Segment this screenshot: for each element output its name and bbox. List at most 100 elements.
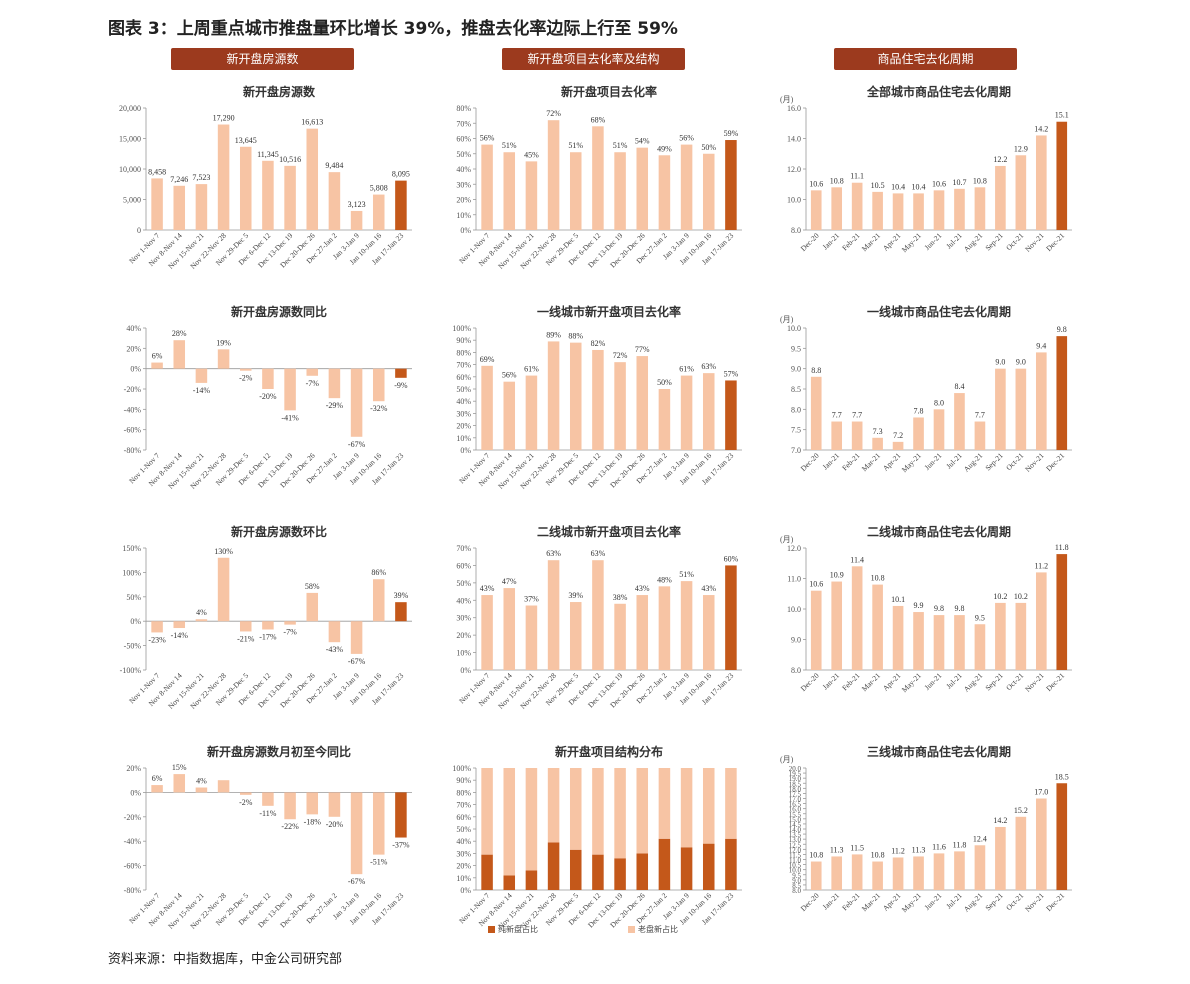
x-tick-label: Dec-21 — [1044, 891, 1066, 913]
x-tick-label: Jan-21 — [821, 671, 842, 692]
x-tick-label: Mar-21 — [860, 451, 882, 473]
data-label: 77% — [635, 345, 650, 354]
data-label: 18.5 — [1055, 772, 1069, 781]
data-label: 63% — [591, 549, 606, 558]
y-tick-label: 12.0 — [789, 846, 802, 854]
y-tick-label: 12.0 — [787, 165, 801, 174]
data-label: -22% — [281, 822, 299, 831]
y-tick-label: 20% — [456, 196, 471, 205]
bar-segment-new — [702, 843, 715, 890]
y-tick-label: 0% — [130, 788, 141, 797]
x-tick-label: May-21 — [900, 671, 923, 694]
chart-tier2-inventory: 二线城市商品住宅去化周期 (月) 8.0 9.0 10.0 11.0 12.0 10.6 10.… — [780, 524, 1072, 694]
y-tick-label: 50% — [456, 150, 471, 159]
data-label: 3,123 — [348, 200, 366, 209]
data-label: 61% — [524, 365, 539, 374]
x-tick-label: Sep-21 — [983, 451, 1005, 473]
data-label: 10.4 — [891, 182, 905, 191]
bar-segment-old — [525, 768, 538, 871]
bar — [395, 602, 407, 622]
chart-new-listings-wow: 新开盘房源数环比 -100% -50% 0% 50% 100% 150% -23% -14% 4%… — [120, 524, 412, 711]
bar — [395, 368, 407, 378]
bar — [810, 590, 822, 670]
legend-swatch — [488, 926, 495, 933]
y-tick-label: 8.5 — [791, 385, 801, 394]
data-label: 11.6 — [932, 842, 946, 851]
data-label: 56% — [480, 134, 495, 143]
y-tick-label: 7.0 — [791, 446, 801, 455]
bar — [395, 792, 407, 838]
data-label: 50% — [701, 143, 716, 152]
y-tick-label: 10.0 — [787, 605, 801, 614]
bar — [913, 856, 924, 890]
data-label: 59% — [724, 129, 739, 138]
y-tick-label: 8.0 — [791, 666, 801, 675]
bar — [173, 185, 186, 230]
bar — [151, 178, 163, 230]
bar — [350, 792, 363, 875]
bar — [702, 595, 715, 670]
data-label: 16,613 — [301, 118, 323, 127]
x-tick-label: Mar-21 — [860, 671, 882, 693]
y-unit-label: (月) — [780, 95, 794, 104]
bar — [851, 421, 863, 450]
y-tick-label: 20% — [456, 422, 471, 431]
bar — [592, 560, 604, 670]
y-tick-label: 0% — [460, 666, 471, 675]
bar — [702, 153, 715, 230]
y-tick-label: 30% — [456, 180, 471, 189]
y-tick-label: 80% — [456, 104, 471, 113]
bar — [151, 621, 163, 633]
bar — [372, 792, 385, 855]
bar — [974, 624, 986, 670]
bar — [372, 194, 385, 230]
y-tick-label: 10.0 — [787, 196, 801, 205]
y-tick-label: 20% — [456, 862, 471, 871]
bar — [239, 146, 252, 230]
bar-segment-old — [680, 768, 693, 848]
bar — [328, 792, 341, 817]
data-label: -43% — [326, 645, 344, 654]
bar — [547, 120, 560, 230]
chart-new-listings-mtd-yoy: 新开盘房源数月初至今同比 -80% -60% -40% -20% 0% 20% 6% 15% 4%… — [124, 744, 412, 931]
bar — [892, 441, 904, 450]
bar — [995, 602, 1006, 670]
y-tick-label: 100% — [452, 764, 471, 773]
bar — [239, 368, 252, 371]
bar — [569, 152, 582, 230]
y-tick-label: 10,000 — [119, 165, 141, 174]
y-tick-label: 10.0 — [789, 867, 802, 875]
bar — [350, 621, 363, 654]
bar — [636, 595, 649, 670]
bar — [680, 144, 693, 230]
bar-segment-new — [525, 870, 538, 890]
data-label: 8.0 — [934, 398, 944, 407]
y-tick-label: 70% — [456, 544, 471, 553]
x-tick-label: Apr-21 — [881, 671, 903, 693]
x-tick-label: Apr-21 — [881, 451, 903, 473]
data-label: 19% — [216, 338, 231, 347]
data-label: -2% — [239, 374, 253, 383]
bar — [933, 409, 945, 450]
data-label: 11,345 — [257, 150, 279, 159]
chart-title: 新开盘房源数 — [243, 84, 316, 99]
data-label: 7.2 — [893, 431, 903, 440]
bar — [547, 341, 560, 450]
bar — [547, 560, 560, 670]
data-label: 7.7 — [852, 411, 862, 420]
x-tick-label: Dec-21 — [1044, 231, 1066, 253]
y-tick-label: 12.5 — [789, 841, 802, 849]
column-header-new-listings: 新开盘房源数 — [171, 48, 354, 70]
data-label: 49% — [657, 144, 672, 153]
bar-segment-old — [702, 768, 715, 844]
bar-segment-old — [503, 768, 516, 876]
y-tick-label: 90% — [456, 776, 471, 785]
data-label: 6% — [152, 352, 163, 361]
x-tick-label: Nov-21 — [1023, 231, 1046, 254]
bar — [851, 182, 863, 230]
bar — [954, 188, 965, 230]
column-header-sell-through: 新开盘项目去化率及结构 — [502, 48, 685, 70]
data-label: 10.9 — [830, 571, 844, 580]
chart-tier2-sell-through: 二线城市新开盘项目去化率 0% 10% 20% 30% 40% 50% 60% 70% 43% 47… — [456, 524, 742, 711]
data-label: 10.2 — [993, 592, 1007, 601]
